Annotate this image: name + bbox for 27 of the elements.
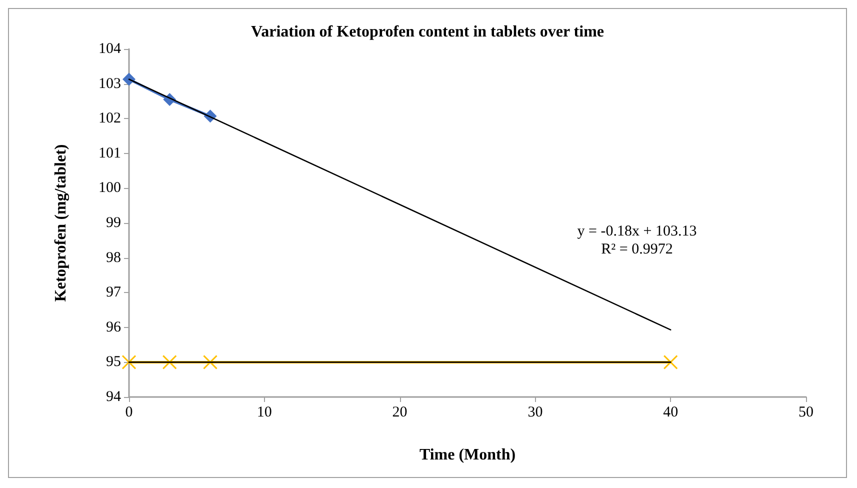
point [663,354,678,370]
point [162,354,177,370]
x-tick-label: 30 [528,404,543,420]
y-tick-label: 103 [98,76,121,92]
y-tick-label: 96 [106,319,122,336]
y-tick-label: 98 [106,250,121,266]
x-tick-label: 50 [798,404,814,420]
y-tick-label: 95 [106,354,121,370]
y-tick-label: 102 [98,110,121,127]
y-tick-label: 104 [98,41,122,57]
x-tick-label: 20 [392,404,408,420]
x-tick-label: 10 [256,404,272,420]
y-tick-label: 99 [106,215,121,231]
annotation: y = -0.18x + 103.13 [577,224,697,240]
y-axis-title: Ketoprofen (mg/tablet) [52,144,70,302]
y-tick-label: 100 [98,180,121,196]
annotation: R² = 0.9972 [601,242,673,258]
x-tick-label: 40 [663,404,678,420]
x-axis-title: Time (Month) [419,446,516,464]
x-tick-label: 0 [125,404,133,420]
point [202,354,218,370]
y-tick-label: 94 [106,389,122,405]
point [122,354,136,370]
point [122,72,136,86]
y-tick-label: 101 [98,145,121,162]
y-tick-label: 97 [106,284,122,301]
chart-title: Variation of Ketoprofen content in tablets over time [251,24,604,40]
